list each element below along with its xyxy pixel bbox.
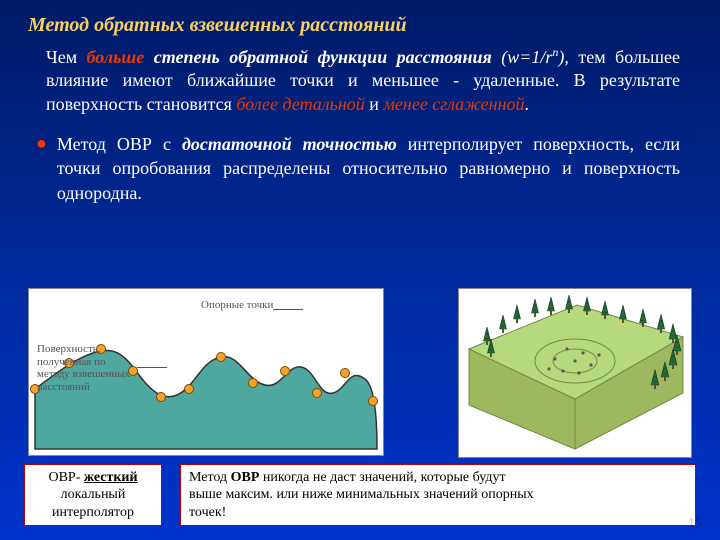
leader-line-2 — [273, 309, 303, 310]
bullet-row: ● Метод ОВР с достаточной точностью инте… — [30, 132, 680, 205]
callouts-row: ОВР- жесткий локальный интерполятор Мето… — [24, 464, 696, 527]
p1-emph2: более детальной — [236, 94, 364, 114]
label-points: Опорные точки — [201, 299, 273, 312]
slide: Метод обратных взвешенных расстояний Чем… — [0, 0, 720, 540]
leader-line-1 — [137, 367, 167, 368]
bullet-icon: ● — [36, 134, 47, 152]
p1-emph3: менее сглаженной — [383, 94, 524, 114]
p2-bi: достаточной точностью — [182, 134, 397, 154]
callout-minmax-note: Метод ОВР никогда не даст значений, кото… — [180, 464, 696, 527]
figures-row: Поверхность, полученная по методу взвеше… — [28, 288, 692, 458]
slide-title: Метод обратных взвешенных расстояний — [28, 14, 692, 37]
paragraph-1: Чем больше степень обратной функции расс… — [46, 45, 680, 116]
p1-formula: (w=1/rn) — [501, 47, 564, 67]
p1-mid3: и — [365, 94, 384, 114]
figure-idw-surface: Поверхность, полученная по методу взвеше… — [28, 288, 384, 456]
p2-pre: Метод ОВР с — [57, 134, 182, 154]
figure-terrain — [458, 288, 692, 458]
terrain-svg — [459, 289, 691, 457]
p1-pre: Чем — [46, 47, 87, 67]
paragraph-2: Метод ОВР с достаточной точностью интерп… — [57, 132, 680, 205]
p1-mid1: степень обратной функции расстояния — [144, 47, 501, 67]
slide-number: 15 — [688, 516, 702, 532]
p1-emph1: больше — [87, 47, 145, 67]
label-surface: Поверхность, полученная по методу взвеше… — [37, 343, 137, 394]
p1-end: . — [525, 94, 530, 114]
callout-rigid-interpolator: ОВР- жесткий локальный интерполятор — [24, 464, 162, 527]
